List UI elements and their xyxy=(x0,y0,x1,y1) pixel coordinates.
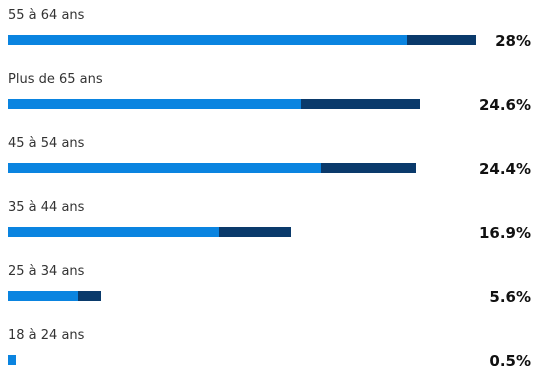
age-distribution-chart: 55 à 64 ans 28% Plus de 65 ans 24.6% 45 à 54… xyxy=(0,8,539,370)
bar xyxy=(8,291,101,301)
bar-segment-dark xyxy=(78,291,101,301)
bar xyxy=(8,355,16,365)
bar-segment-light xyxy=(8,35,407,45)
category-label: 18 à 24 ans xyxy=(8,328,85,343)
bar-row: 25 à 34 ans 5.6% xyxy=(0,264,539,324)
bar-segment-light xyxy=(8,163,321,173)
category-label: Plus de 65 ans xyxy=(8,72,103,87)
bar xyxy=(8,163,416,173)
bar-segment-light xyxy=(8,99,301,109)
category-label: 45 à 54 ans xyxy=(8,136,85,151)
bar xyxy=(8,35,476,45)
value-label: 24.4% xyxy=(478,160,531,178)
bar xyxy=(8,227,291,237)
bar-row: 18 à 24 ans 0.5% xyxy=(0,328,539,388)
value-label: 5.6% xyxy=(489,288,531,306)
value-label: 0.5% xyxy=(489,352,531,370)
bar-segment-dark xyxy=(301,99,420,109)
bar-segment-dark xyxy=(407,35,476,45)
bar-segment-light xyxy=(8,291,78,301)
bar-row: 45 à 54 ans 24.4% xyxy=(0,136,539,196)
bar-row: 35 à 44 ans 16.9% xyxy=(0,200,539,260)
category-label: 35 à 44 ans xyxy=(8,200,85,215)
bar-segment-light xyxy=(8,227,219,237)
bar-row: 55 à 64 ans 28% xyxy=(0,8,539,68)
bar-segment-light xyxy=(8,355,16,365)
bar-segment-dark xyxy=(321,163,416,173)
bar-segment-dark xyxy=(219,227,291,237)
bar-row: Plus de 65 ans 24.6% xyxy=(0,72,539,132)
value-label: 28% xyxy=(495,32,531,50)
category-label: 55 à 64 ans xyxy=(8,8,85,23)
value-label: 24.6% xyxy=(478,96,531,114)
bar xyxy=(8,99,420,109)
category-label: 25 à 34 ans xyxy=(8,264,85,279)
value-label: 16.9% xyxy=(478,224,531,242)
